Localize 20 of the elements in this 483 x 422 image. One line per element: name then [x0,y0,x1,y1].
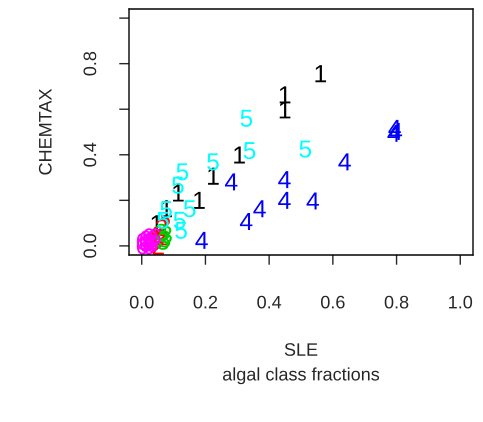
y-tick-label: 0.4 [83,142,96,167]
x-tick-label: 0.0 [130,296,154,309]
point [387,124,400,142]
point [240,213,252,230]
point [278,192,291,209]
point [195,232,208,249]
y-tick-label: 0.8 [83,52,96,76]
x-axis-title: SLE algal class fractions [222,343,380,384]
y-axis-title: CHEMTAX [38,88,52,175]
y-tick-label: 0.0 [83,234,96,258]
x-tick-label: 0.6 [321,296,345,309]
point [306,192,319,210]
point [224,173,238,190]
point [253,200,266,218]
x-tick-label: 0.8 [384,296,408,309]
x-tick-label: 0.2 [194,296,218,309]
x-tick-label: 1.0 [449,296,472,309]
point [278,171,291,188]
point [338,153,351,170]
x-tick-label: 0.4 [257,296,282,309]
